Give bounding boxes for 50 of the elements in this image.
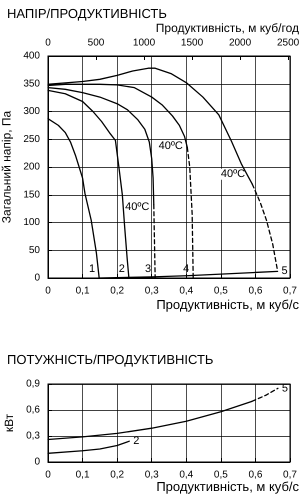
x-tick-label: 0	[45, 286, 52, 296]
x-tick-label: 0,1	[76, 286, 90, 296]
annotation: 40ºC	[158, 140, 183, 152]
chart-title: ПОТУЖНІСТЬ/ПРОДУКТИВНІСТЬ	[7, 352, 214, 367]
x-tick-label: 0,5	[214, 470, 228, 480]
series-label: 5	[282, 264, 288, 277]
y-tick-label: 0,9	[26, 378, 40, 390]
y-tick-label: 0	[34, 272, 40, 284]
x-tick-label: 0,4	[179, 470, 194, 480]
y-tick-label: 100	[23, 217, 40, 228]
x-tick-label: 0,7	[283, 286, 298, 296]
x-tick-label: 0,4	[179, 286, 194, 296]
y-tick-label: 300	[23, 106, 40, 117]
y-tick-label: 50	[28, 244, 40, 256]
y-tick-label: 0,6	[26, 404, 40, 416]
x2-axis-title: Продуктивність, м куб/год	[156, 21, 300, 35]
x-tick-label: 0,6	[248, 286, 263, 296]
y-tick-label: 250	[23, 134, 40, 145]
x-tick-label: 0,6	[248, 470, 263, 480]
x-tick-label: 0,1	[76, 470, 90, 480]
y-tick-label: 150	[23, 189, 40, 200]
annotation: 40ºC	[220, 168, 246, 180]
y-tick-label: 200	[23, 162, 40, 172]
x2-tick-label: 2000	[228, 38, 252, 48]
series-label: 2	[118, 263, 125, 275]
x2-tick-label: 2500	[276, 38, 300, 48]
x-tick-label: 0,2	[110, 470, 125, 480]
chart-title: НАПІР/ПРОДУКТИВНІСТЬ	[7, 6, 167, 21]
series-label: 1	[89, 263, 96, 275]
x-tick-label: 0,5	[214, 286, 228, 296]
series-label: 2	[133, 435, 140, 448]
x2-tick-label: 1500	[180, 38, 204, 48]
x-tick-label: 0	[45, 470, 52, 480]
y-tick-label: 0,3	[26, 430, 40, 442]
x-tick-label: 0,3	[144, 286, 160, 296]
x-axis-title: Продуктивність, м куб/с	[156, 479, 300, 494]
series-label: 3	[145, 263, 152, 275]
x-tick-label: 0,7	[283, 470, 298, 480]
y-axis-title: Загальний напір, Па	[0, 110, 14, 224]
x-tick-label: 0,2	[110, 286, 125, 296]
x2-tick-label: 500	[88, 38, 105, 48]
x2-tick-label: 1000	[132, 38, 156, 48]
y-tick-label: 350	[23, 78, 40, 90]
y-tick-label: 400	[23, 50, 40, 62]
y-axis-title: кВт	[2, 413, 16, 432]
y-tick-label: 0	[34, 456, 40, 468]
x-tick-label: 0,3	[144, 470, 160, 480]
annotation: 40ºC	[125, 200, 150, 213]
x2-tick-label: 0	[45, 38, 52, 48]
x-axis-title: Продуктивність, м куб/с	[156, 297, 300, 312]
